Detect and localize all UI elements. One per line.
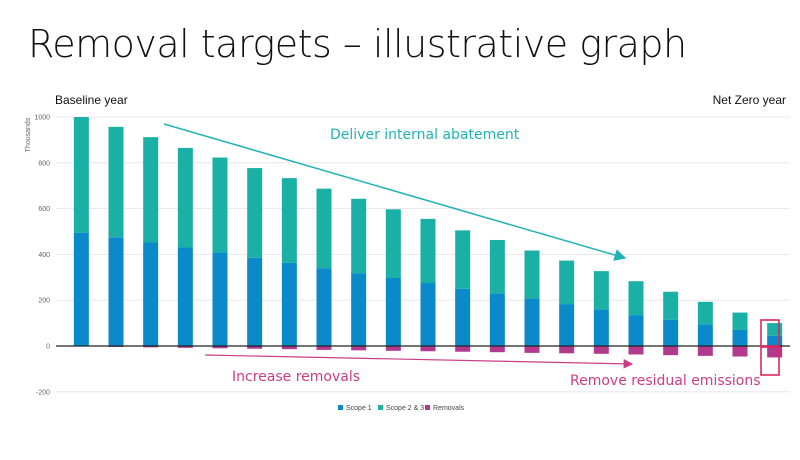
y-tick-label: 200 xyxy=(38,298,50,305)
bar-scope1 xyxy=(108,237,124,346)
bar-scope1 xyxy=(73,232,89,346)
bar-removals xyxy=(628,346,644,355)
bar-scope1 xyxy=(489,293,505,346)
y-tick-label: -200 xyxy=(36,389,50,396)
bar-scope1 xyxy=(524,298,540,346)
bar-removals xyxy=(663,346,679,356)
legend-swatch xyxy=(378,405,383,410)
net-zero-highlight-lower xyxy=(760,346,780,376)
bar-scope1 xyxy=(663,319,679,346)
baseline-year-label: Baseline year xyxy=(55,93,128,107)
bar-removals xyxy=(212,346,228,349)
bar-scope1 xyxy=(455,288,471,346)
bar-scope23 xyxy=(177,147,193,248)
bar-scope23 xyxy=(247,168,263,258)
bar-scope1 xyxy=(697,324,713,346)
abatement-annotation: Deliver internal abatement xyxy=(330,127,520,143)
bar-scope1 xyxy=(732,329,748,346)
bar-removals xyxy=(177,346,193,348)
bar-scope1 xyxy=(212,252,228,346)
bar-scope23 xyxy=(559,260,575,305)
y-tick-label: 800 xyxy=(38,160,50,167)
bar-scope1 xyxy=(767,335,783,346)
legend-label: Scope 1 xyxy=(346,405,372,412)
bar-removals xyxy=(767,346,783,358)
bar-scope1 xyxy=(247,257,263,346)
bar-scope23 xyxy=(697,301,713,325)
y-axis-ticks: -200 0 200 400 600 800 1000 xyxy=(34,115,50,397)
bar-removals xyxy=(559,346,575,354)
bar-scope1 xyxy=(281,262,297,346)
bar-scope1 xyxy=(559,304,575,346)
increase-removals-annotation: Increase removals xyxy=(232,369,360,385)
bar-scope23 xyxy=(489,239,505,294)
bar-scope1 xyxy=(316,268,332,346)
bar-removals xyxy=(455,346,471,352)
bar-scope23 xyxy=(767,323,783,336)
bar-removals xyxy=(143,346,159,348)
residual-emissions-annotation: Remove residual emissions xyxy=(570,373,761,389)
increase-removals-arrow xyxy=(204,354,634,369)
bar-scope23 xyxy=(663,291,679,320)
y-tick-label: 600 xyxy=(38,206,50,213)
bar-scope1 xyxy=(628,315,644,346)
abatement-arrow xyxy=(163,123,627,261)
bar-removals xyxy=(281,346,297,350)
bar-scope23 xyxy=(524,250,540,299)
bar-scope1 xyxy=(177,247,193,346)
y-axis-unit-label: Thousands xyxy=(25,117,32,152)
net-zero-year-label: Net Zero year xyxy=(712,93,786,107)
bar-removals xyxy=(489,346,505,353)
legend-swatch xyxy=(425,405,430,410)
bar-scope23 xyxy=(73,117,89,233)
bar-removals xyxy=(247,346,263,349)
bar-scope23 xyxy=(732,312,748,330)
legend-label: Removals xyxy=(433,405,465,412)
legend-swatch xyxy=(338,405,343,410)
bar-scope1 xyxy=(351,273,367,346)
legend-label: Scope 2 & 3 xyxy=(386,405,424,412)
bar-scope23 xyxy=(108,126,124,238)
y-tick-label: 400 xyxy=(38,252,50,259)
bar-removals xyxy=(732,346,748,357)
bar-scope23 xyxy=(385,209,401,278)
bar-removals xyxy=(385,346,401,351)
slide-title: Removal targets – illustrative graph xyxy=(28,22,687,66)
y-tick-label: 0 xyxy=(46,344,50,351)
bar-removals xyxy=(593,346,609,354)
bar-scope1 xyxy=(593,309,609,346)
bar-removals xyxy=(524,346,540,353)
bar-scope1 xyxy=(143,242,159,346)
bars xyxy=(73,117,783,358)
y-tick-label: 1000 xyxy=(34,115,50,122)
bar-scope23 xyxy=(420,218,436,284)
bar-scope23 xyxy=(212,157,228,253)
bar-scope23 xyxy=(281,178,297,263)
bar-scope23 xyxy=(351,198,367,274)
bar-removals xyxy=(697,346,713,356)
bar-removals xyxy=(351,346,367,351)
bar-scope23 xyxy=(628,281,644,316)
bar-scope23 xyxy=(455,230,471,289)
bar-scope23 xyxy=(593,271,609,310)
bar-scope1 xyxy=(385,277,401,346)
bar-scope1 xyxy=(420,283,436,346)
bar-removals xyxy=(420,346,436,352)
legend: Scope 1 Scope 2 & 3 Removals xyxy=(338,405,465,412)
net-zero-highlight-upper xyxy=(760,319,780,347)
bar-scope23 xyxy=(143,137,159,243)
bar-removals xyxy=(316,346,332,350)
bar-scope23 xyxy=(316,188,332,269)
